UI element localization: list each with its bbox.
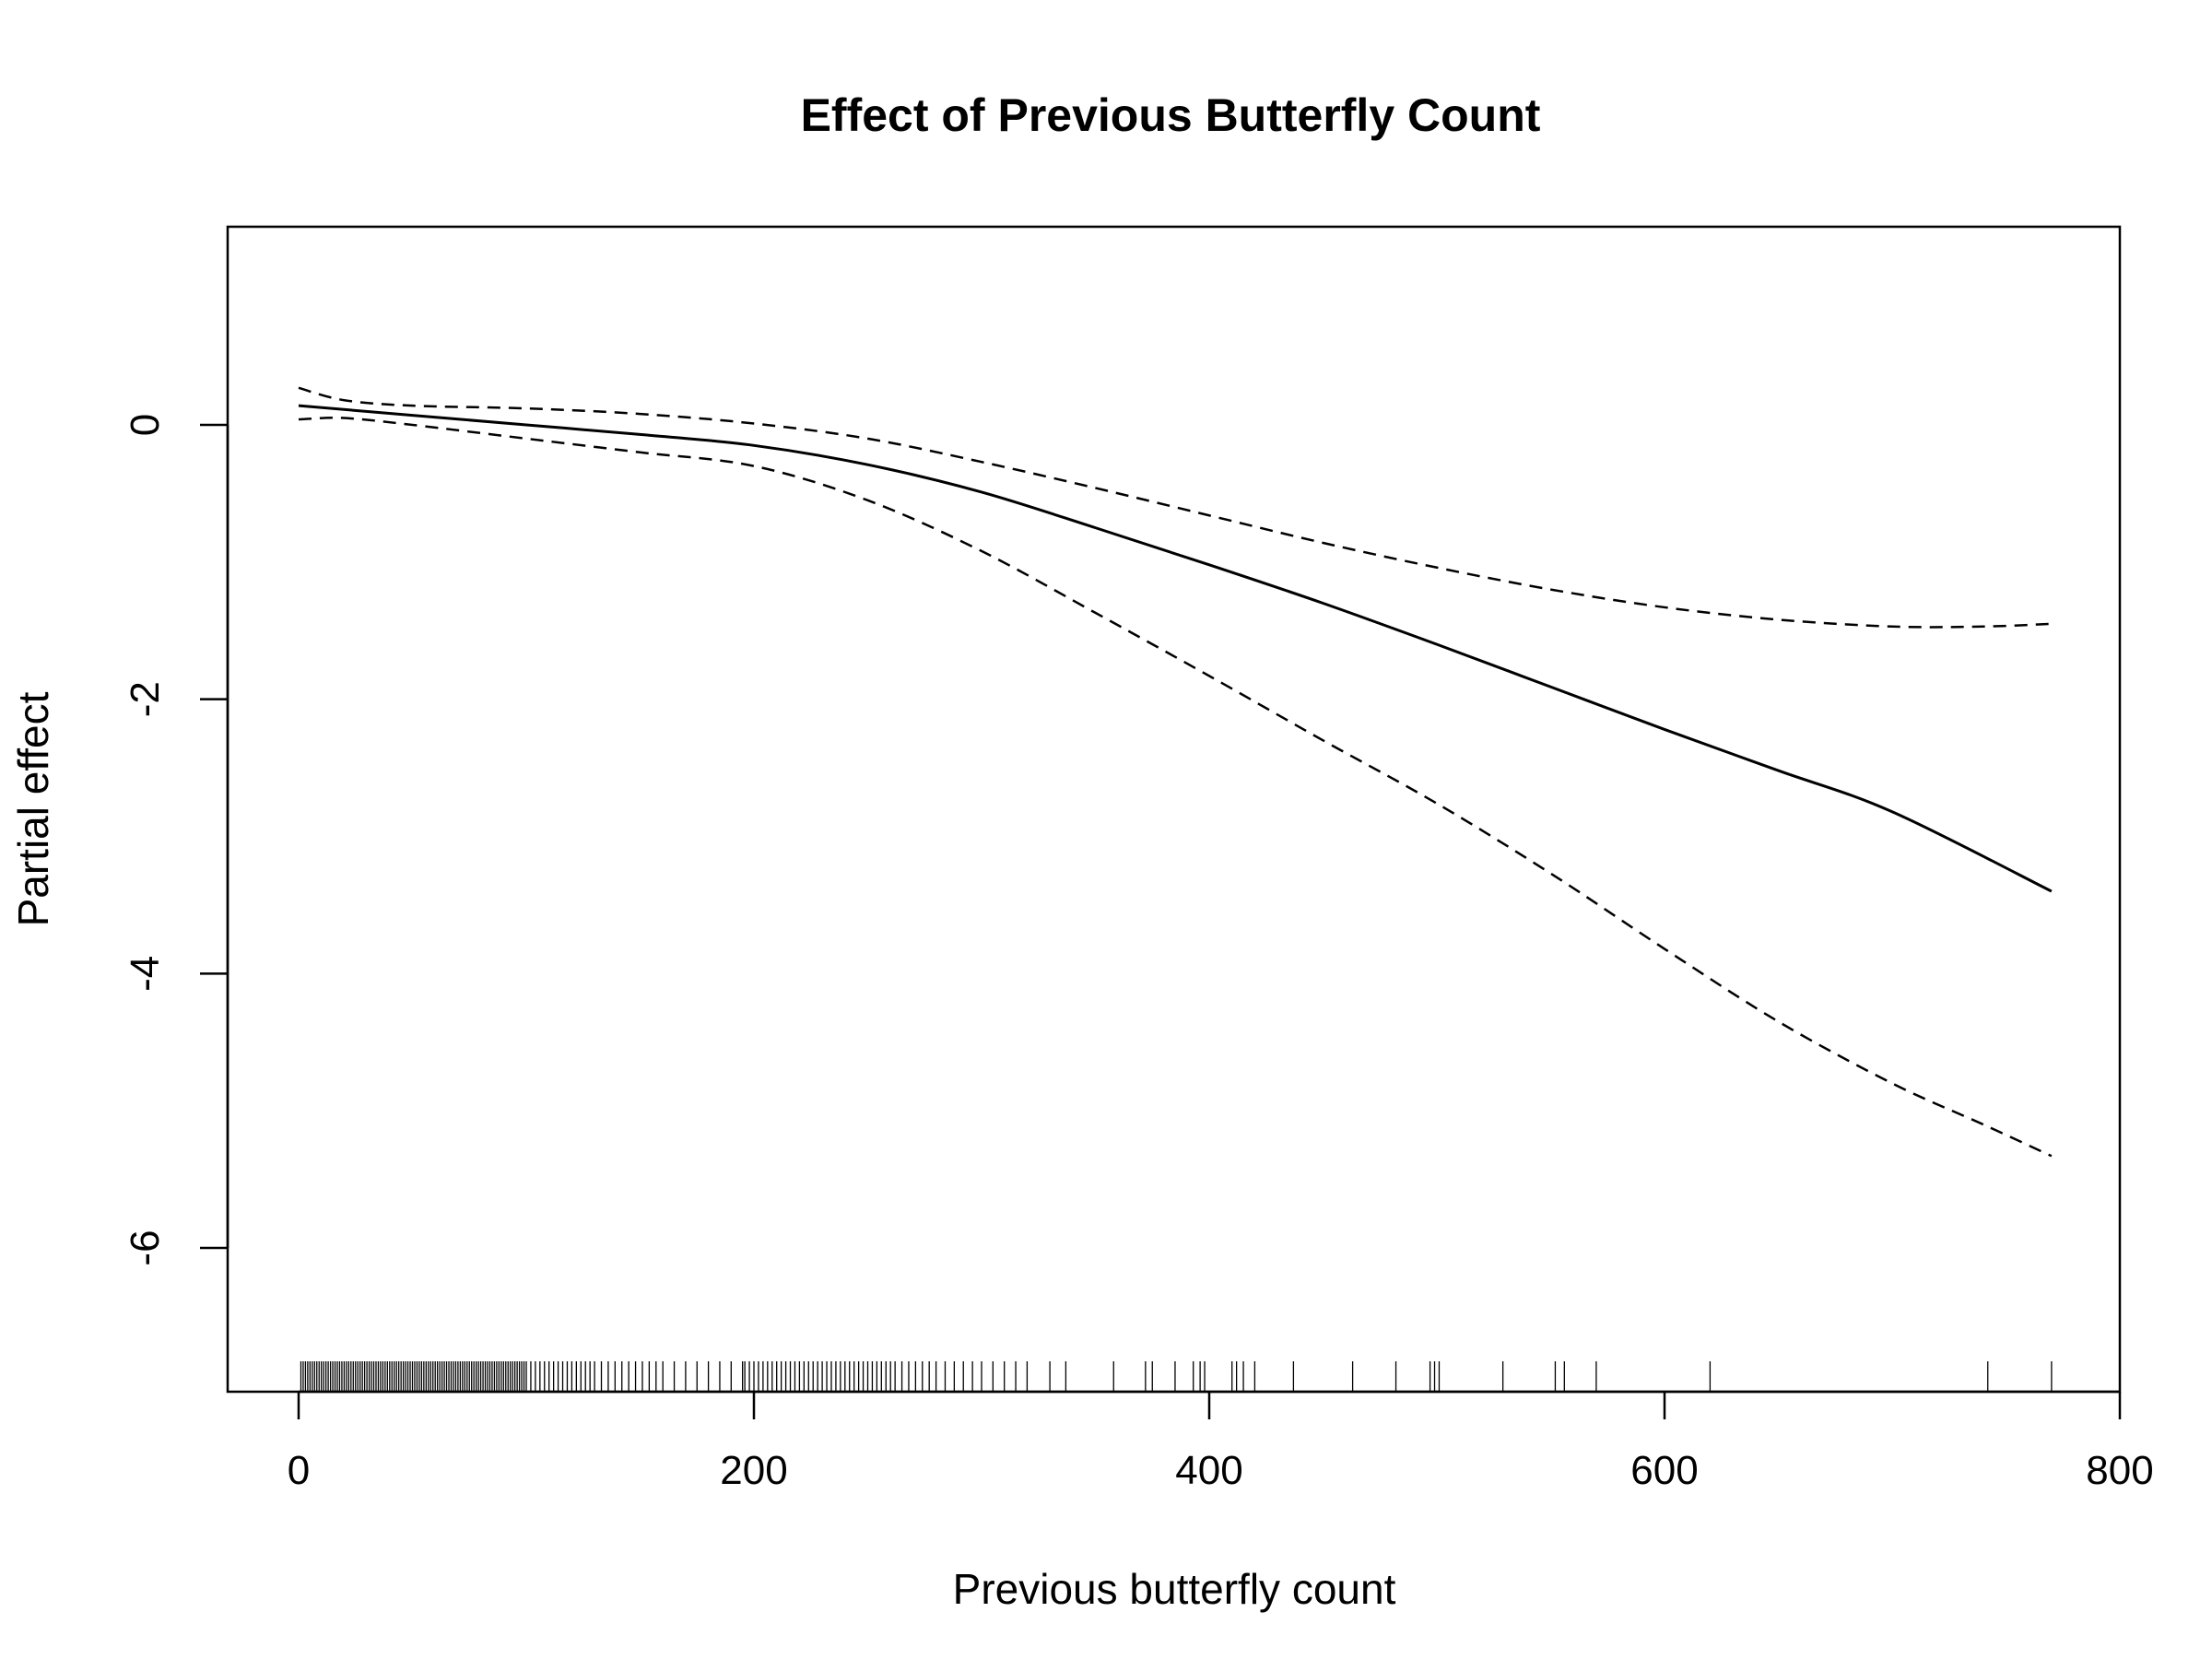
series-group: [298, 386, 2053, 1158]
x-tick-label: 800: [2086, 1448, 2153, 1493]
y-tick-label: -6: [123, 1230, 168, 1265]
y-tick-label: -4: [123, 956, 168, 992]
y-tick-label: 0: [123, 414, 168, 436]
upper-confidence-line: [298, 386, 2052, 629]
rug-plot: [300, 1361, 2053, 1392]
smooth-fit-line: [298, 404, 2053, 893]
x-tick-label: 0: [288, 1448, 310, 1493]
x-tick-label: 200: [720, 1448, 787, 1493]
plot-frame: [226, 225, 2122, 1394]
y-axis: 0 -2 -4 -6: [123, 414, 229, 1266]
y-axis-label: Partial effect: [9, 691, 57, 926]
y-tick-label: -2: [123, 681, 168, 717]
x-tick-label: 400: [1175, 1448, 1242, 1493]
x-axis-label: Previous butterfly count: [953, 1565, 1396, 1613]
chart-title: Effect of Previous Butterfly Count: [801, 89, 1541, 141]
x-tick-label: 600: [1630, 1448, 1698, 1493]
lower-confidence-line: [298, 417, 2053, 1158]
x-axis: 0 200 400 600 800: [288, 1390, 2154, 1493]
